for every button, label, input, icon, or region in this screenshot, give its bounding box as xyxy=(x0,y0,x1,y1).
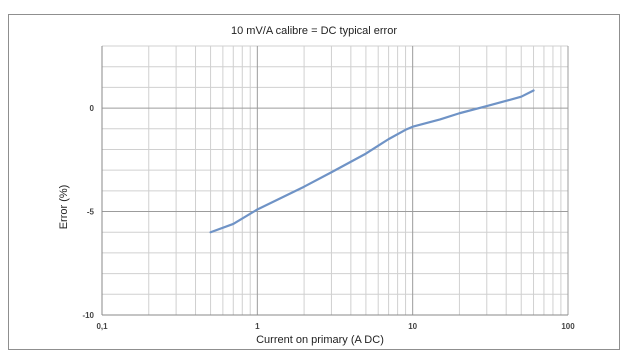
x-tick-label: 100 xyxy=(561,322,575,331)
grid-layer xyxy=(101,45,569,316)
x-tick-label: 0,1 xyxy=(96,322,108,331)
y-axis-label: Error (%) xyxy=(58,185,70,230)
series-layer xyxy=(209,89,535,234)
chart-title: 10 mV/A calibre = DC typical error xyxy=(231,25,397,37)
x-axis-label: Current on primary (A DC) xyxy=(256,334,384,346)
x-tick-label: 10 xyxy=(408,322,417,331)
y-tick-label: -10 xyxy=(82,311,94,320)
series-line xyxy=(209,89,535,234)
axis-layer xyxy=(101,46,568,316)
y-tick-label: -5 xyxy=(87,208,95,217)
y-tick-label: 0 xyxy=(90,104,95,113)
x-tick-label: 1 xyxy=(255,322,260,331)
tick-label-layer: 0,1 1 10 100 -10 -5 0 xyxy=(82,104,575,331)
